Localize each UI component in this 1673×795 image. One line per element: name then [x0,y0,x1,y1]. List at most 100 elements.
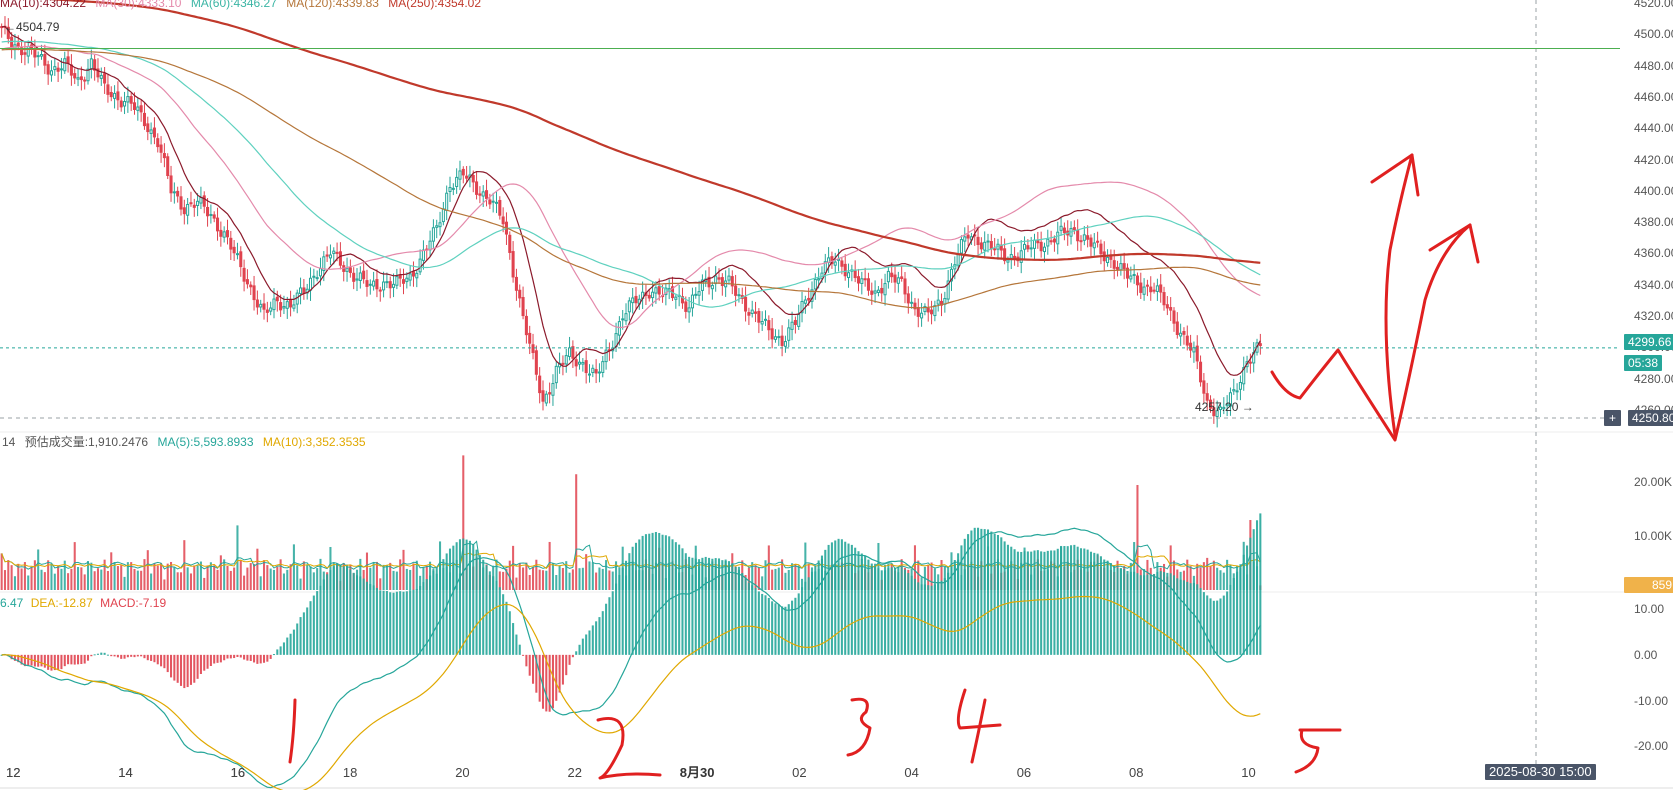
macd-bar[interactable] [332,566,335,655]
macd-bar[interactable] [810,571,814,655]
price-candle[interactable] [285,296,289,319]
volume-bar[interactable] [794,564,797,590]
price-candle[interactable] [73,68,77,85]
volume-bar[interactable] [522,567,525,590]
volume-bar[interactable] [243,575,246,590]
price-candle[interactable] [651,281,655,307]
price-candle[interactable] [215,207,220,241]
price-candle[interactable] [129,92,133,112]
price-candle[interactable] [365,269,369,297]
macd-bar[interactable] [1219,598,1222,655]
macd-bar[interactable] [1020,551,1023,655]
macd-bar[interactable] [747,582,750,655]
volume-bar[interactable] [1199,567,1202,590]
volume-bar[interactable] [199,561,202,590]
volume-bar[interactable] [551,563,554,590]
price-candle[interactable] [455,168,459,194]
macd-bar[interactable] [531,654,535,684]
price-candle[interactable] [1125,263,1130,288]
macd-bar[interactable] [1139,575,1142,655]
macd-bar[interactable] [791,600,794,655]
volume-bar[interactable] [67,573,70,590]
macd-bar[interactable] [1016,551,1019,655]
price-candle[interactable] [1059,217,1063,236]
price-candle[interactable] [707,266,711,295]
price-candle[interactable] [382,271,386,298]
price-candle[interactable] [664,283,668,306]
macd-bar[interactable] [409,590,412,655]
volume-bar[interactable] [153,563,156,590]
price-candle[interactable] [425,245,429,261]
macd-bar[interactable] [475,549,478,655]
price-candle[interactable] [1142,278,1146,301]
volume-bar[interactable] [538,569,541,590]
macd-bar[interactable] [429,575,432,655]
price-candle[interactable] [69,54,73,86]
macd-bar[interactable] [548,654,551,712]
macd-bar[interactable] [1209,598,1212,655]
volume-bar[interactable] [30,566,33,590]
volume-bar[interactable] [272,569,276,590]
price-candle[interactable] [641,281,645,310]
price-candle[interactable] [1172,307,1176,332]
price-candle[interactable] [694,287,698,299]
price-candle[interactable] [544,390,548,407]
price-candle[interactable] [242,259,246,292]
price-candle[interactable] [1009,244,1013,270]
macd-bar[interactable] [43,654,46,668]
volume-bar[interactable] [249,563,252,590]
macd-bar[interactable] [133,654,136,658]
price-candle[interactable] [501,207,505,233]
macd-panel[interactable] [0,513,1262,793]
price-candle[interactable] [571,340,575,368]
macd-bar[interactable] [1146,574,1149,655]
price-candle[interactable] [1235,383,1239,401]
macd-bar[interactable] [960,545,963,655]
volume-bar[interactable] [1192,575,1195,590]
macd-bar[interactable] [276,649,279,655]
macd-bar[interactable] [711,558,714,655]
volume-bar[interactable] [3,570,7,590]
price-candle[interactable] [249,281,253,295]
volume-bar[interactable] [1206,557,1209,590]
volume-bar[interactable] [13,576,16,590]
volume-bar[interactable] [754,565,757,590]
volume-bar[interactable] [266,565,269,590]
price-candle[interactable] [976,228,980,255]
price-candle[interactable] [1076,219,1080,251]
price-candle[interactable] [219,221,223,247]
macd-bar[interactable] [1103,559,1106,655]
macd-bar[interactable] [1255,520,1259,655]
volume-bar[interactable] [558,565,561,590]
macd-bar[interactable] [80,654,83,665]
price-candle[interactable] [886,267,890,289]
price-candle[interactable] [166,153,170,180]
macd-bar[interactable] [73,654,76,665]
price-candle[interactable] [186,197,190,225]
macd-bar[interactable] [1119,568,1122,655]
price-candle[interactable] [1099,239,1103,265]
macd-bar[interactable] [209,654,212,667]
price-candle[interactable] [139,100,143,122]
volume-bar[interactable] [359,558,362,590]
price-candle[interactable] [494,191,499,214]
macd-bar[interactable] [13,654,16,661]
volume-bar[interactable] [160,563,163,590]
macd-bar[interactable] [767,597,770,655]
volume-bar[interactable] [804,542,807,590]
price-candle[interactable] [684,296,688,319]
macd-bar[interactable] [512,623,515,655]
macd-bar[interactable] [887,568,890,655]
macd-bar[interactable] [1179,579,1182,655]
macd-bar[interactable] [392,592,395,655]
price-candle[interactable] [182,199,186,225]
price-candle[interactable] [959,235,963,262]
volume-bar[interactable] [203,577,206,590]
macd-bar[interactable] [226,654,229,659]
price-candle[interactable] [478,186,482,204]
price-candle[interactable] [873,280,877,303]
volume-bar[interactable] [495,559,498,590]
volume-bar[interactable] [571,569,574,590]
macd-bar[interactable] [106,654,109,656]
price-candle[interactable] [1225,395,1229,417]
